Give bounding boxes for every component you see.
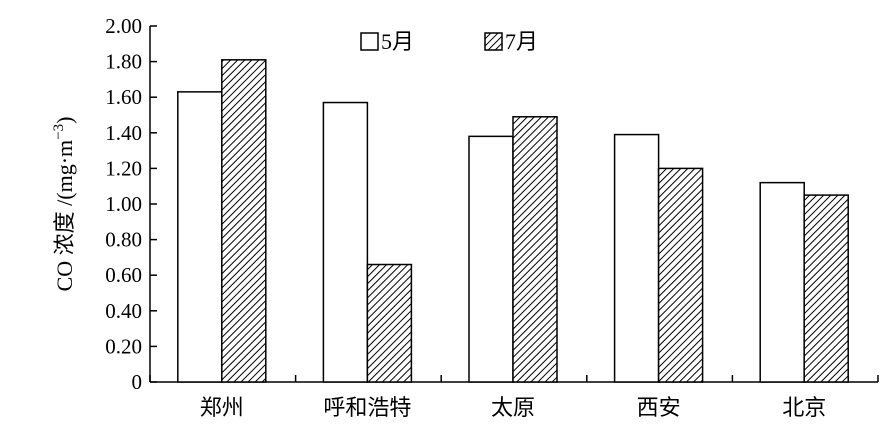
y-axis-title: CO 浓度 /(mg·m−3) [51, 117, 77, 292]
legend-label-july: 7月 [505, 29, 538, 54]
y-tick-label: 1.00 [105, 192, 142, 216]
y-tick-label: 0.20 [105, 334, 142, 358]
y-tick-label: 0 [132, 370, 143, 394]
y-tick-label: 1.80 [105, 50, 142, 74]
category-label: 西安 [637, 395, 681, 420]
legend: 5月 7月 [360, 29, 538, 54]
y-tick-label: 1.40 [105, 121, 142, 145]
category-label: 郑州 [200, 395, 244, 420]
y-axis: 0 0.20 0.40 0.60 0.80 1.00 1.20 1.40 1.60 1.80 2.0… [105, 14, 157, 394]
y-tick-label: 0.60 [105, 263, 142, 287]
legend-item-july: 7月 [484, 29, 538, 54]
bar-july [803, 194, 849, 383]
legend-item-may: 5月 [360, 29, 414, 54]
bar-july [512, 116, 558, 383]
category-label: 北京 [782, 395, 826, 420]
bar-may [759, 181, 805, 383]
bar-may [468, 135, 514, 383]
y-axis-title-main: CO 浓度 /(mg·m [52, 140, 77, 292]
legend-swatch-may [360, 32, 379, 51]
legend-label-may: 5月 [381, 29, 414, 54]
bar-july [657, 167, 704, 383]
y-tick-label: 1.60 [105, 85, 142, 109]
category-labels: 郑州 呼和浩特 太原 西安 北京 [200, 395, 826, 420]
y-axis-title-close: ) [52, 117, 77, 124]
bar-july [221, 59, 267, 383]
y-tick-label: 2.00 [105, 14, 142, 38]
y-tick-label: 1.20 [105, 156, 142, 180]
y-tick-label: 0.80 [105, 228, 142, 252]
bar-may [322, 101, 369, 383]
bar-july [366, 263, 413, 383]
y-axis-title-sup: −3 [51, 124, 67, 140]
bar-may [177, 91, 223, 383]
legend-swatch-july [484, 32, 503, 51]
bar-may [613, 133, 660, 383]
category-label: 太原 [491, 395, 535, 420]
y-tick-label: 0.40 [105, 299, 142, 323]
category-label: 呼和浩特 [323, 395, 411, 420]
bars [177, 59, 849, 383]
